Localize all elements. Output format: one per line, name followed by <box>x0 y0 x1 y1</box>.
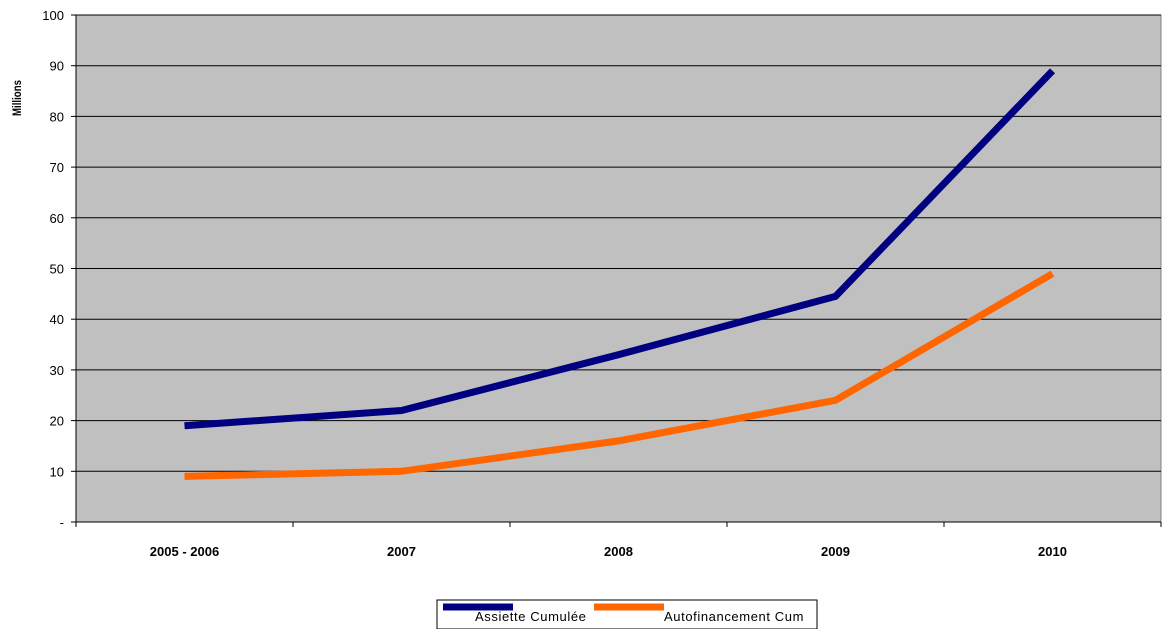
y-axis-ticks: - 10 20 30 40 50 60 70 80 90 100 <box>42 8 77 530</box>
x-tick-label: 2009 <box>821 544 850 559</box>
x-axis-ticks: 2005 - 2006 2007 2008 2009 2010 <box>75 521 1162 559</box>
y-tick-label: 70 <box>50 160 64 175</box>
x-tick-label: 2010 <box>1038 544 1067 559</box>
y-tick-label: 40 <box>50 312 64 327</box>
x-tick-label: 2007 <box>387 544 416 559</box>
y-axis-unit-label: Millions <box>10 80 24 116</box>
y-tick-label: 10 <box>50 464 64 479</box>
y-tick-label: 30 <box>50 363 64 378</box>
legend-label: Assiette Cumulée <box>475 609 586 624</box>
series-lines <box>184 68 1056 480</box>
y-tick-label: 50 <box>50 262 64 277</box>
legend: Assiette Cumulée Autofinancement Cum <box>436 599 818 629</box>
x-tick-label: 2008 <box>604 544 633 559</box>
series-line <box>184 270 1055 480</box>
y-tick-label: 90 <box>50 59 64 74</box>
legend-label: Autofinancement Cum <box>664 609 804 624</box>
y-tick-label: - <box>60 515 64 530</box>
x-tick-label: 2005 - 2006 <box>150 544 219 559</box>
y-tick-label: 20 <box>50 414 64 429</box>
y-tick-label: 80 <box>50 109 64 124</box>
y-tick-label: 60 <box>50 211 64 226</box>
y-tick-label: 100 <box>42 8 64 23</box>
